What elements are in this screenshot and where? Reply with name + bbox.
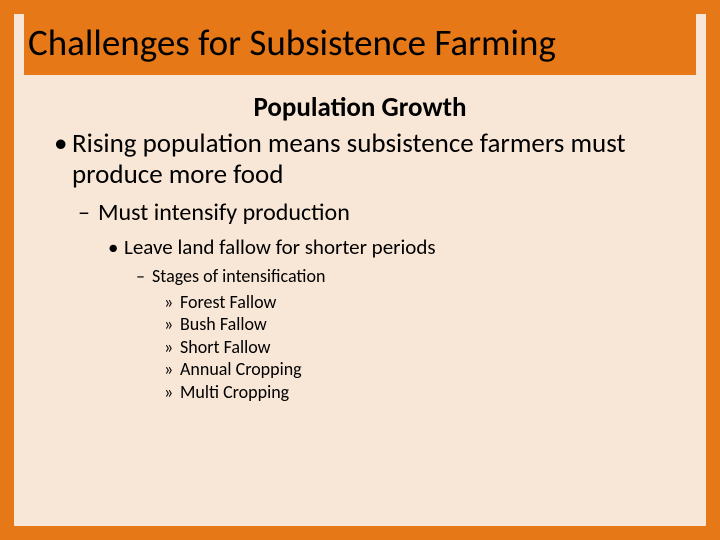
title-box: Challenges for Subsistence Farming [24, 14, 696, 75]
slide-title: Challenges for Subsistence Farming [28, 20, 692, 65]
list-item: Bush Fallow [164, 313, 666, 336]
list-item: Short Fallow [164, 336, 666, 359]
list-item: Forest Fallow [164, 291, 666, 314]
list-item: Stages of intensification [136, 265, 666, 288]
subtitle: Population Growth [54, 91, 666, 124]
bullet-list: Rising population means subsistence farm… [54, 128, 666, 403]
content-area: Population Growth Rising population mean… [14, 75, 706, 403]
list-item: Annual Cropping [164, 358, 666, 381]
list-item: Leave land fallow for shorter periods [108, 234, 666, 261]
list-item: Multi Cropping [164, 381, 666, 404]
list-item: Must intensify production [78, 198, 666, 228]
list-item: Rising population means subsistence farm… [54, 128, 666, 190]
slide-container: Challenges for Subsistence Farming Popul… [0, 0, 720, 540]
slide-panel: Challenges for Subsistence Farming Popul… [14, 14, 706, 526]
